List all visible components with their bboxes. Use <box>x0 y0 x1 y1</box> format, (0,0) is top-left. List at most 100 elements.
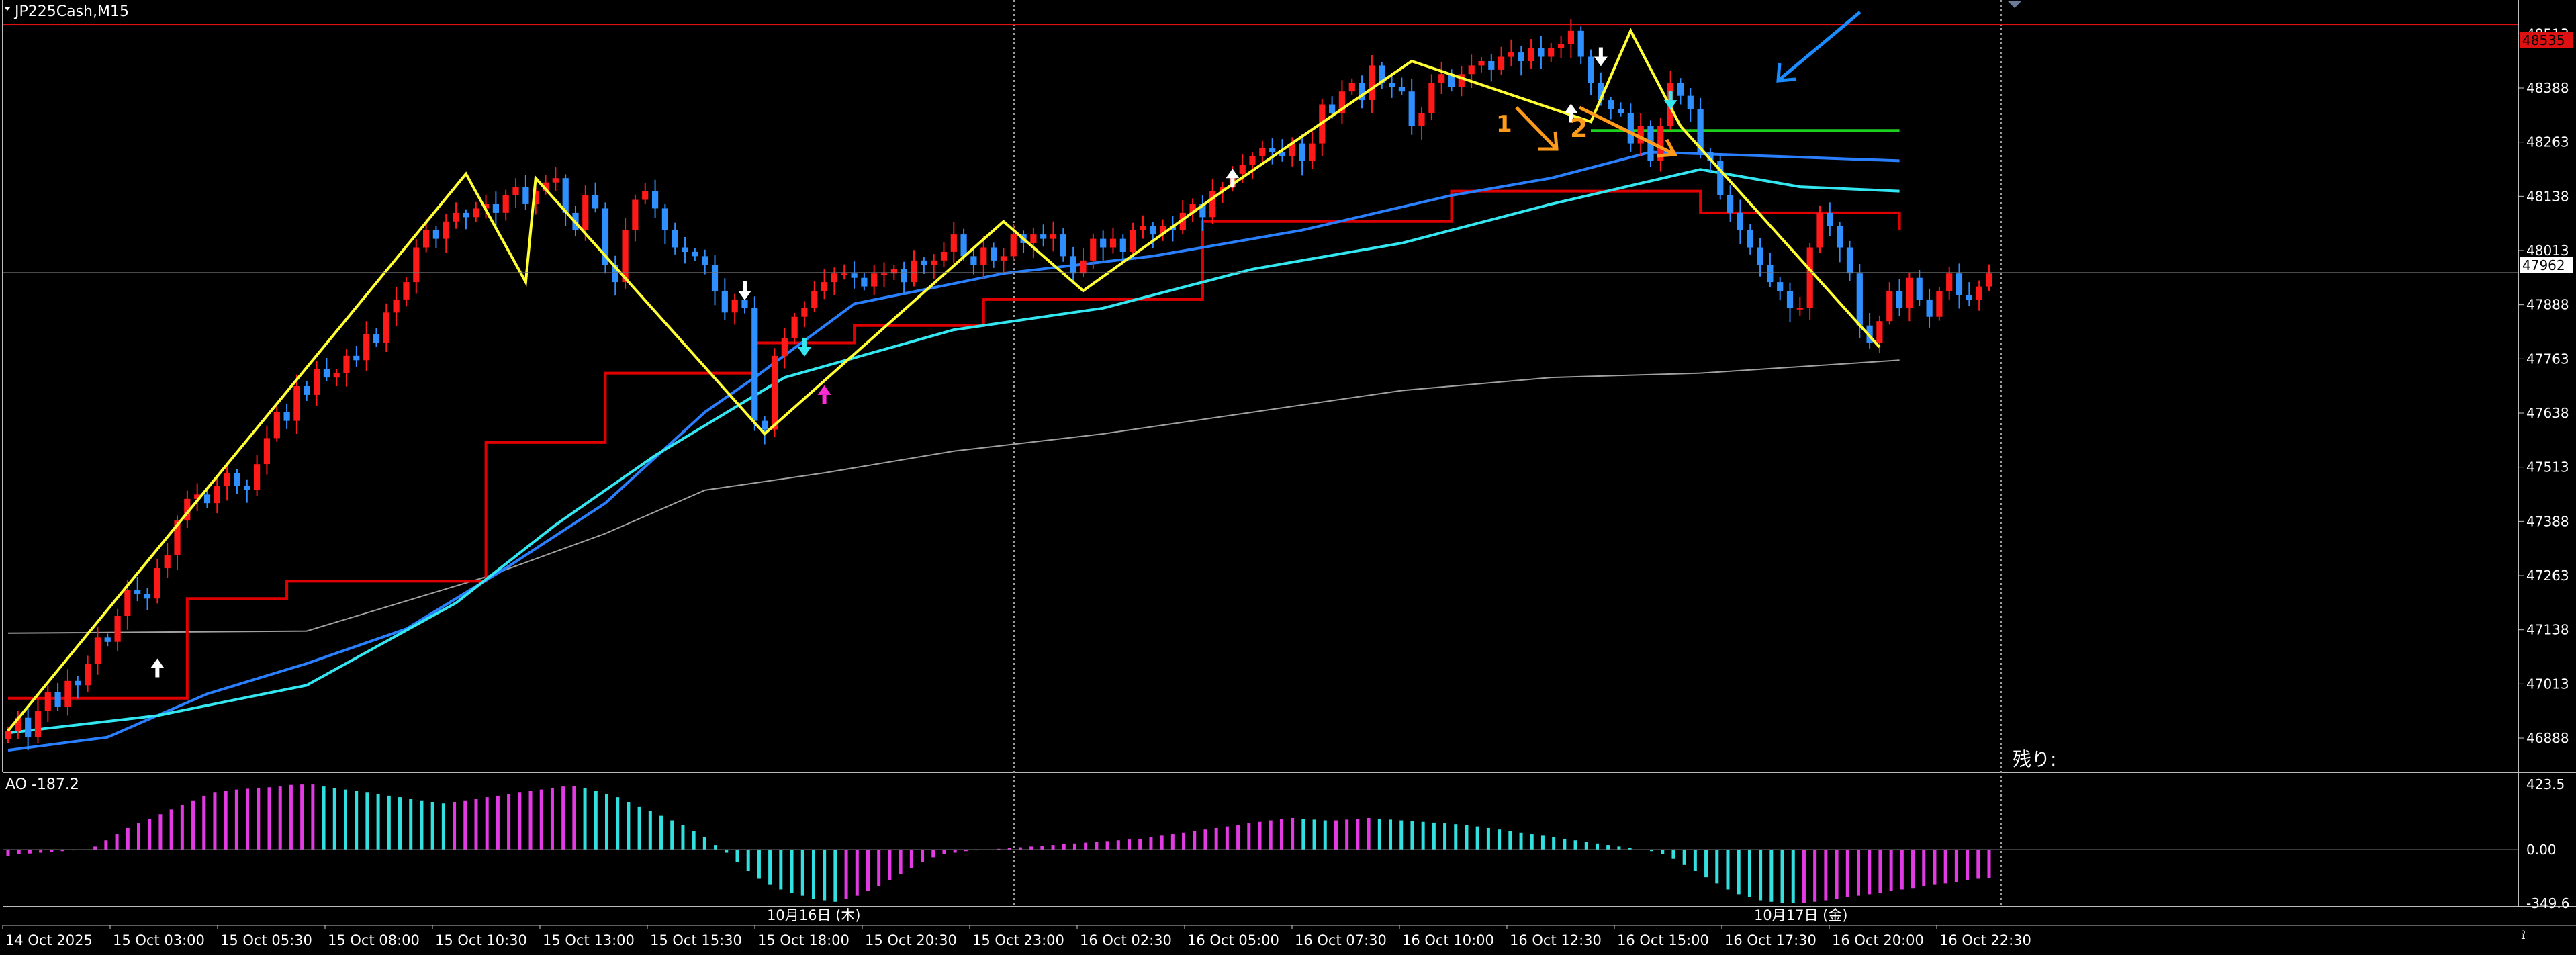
candle-body <box>861 277 868 287</box>
candle-body <box>1976 286 1982 300</box>
signal-arrow-down-icon <box>1663 91 1677 110</box>
ao-tick-label: 423.5 <box>2526 776 2565 792</box>
candle-body <box>1717 161 1724 195</box>
top-price-tag <box>2520 32 2573 48</box>
remaining-time-label: 残り: <box>2013 748 2056 770</box>
candle-body <box>880 273 888 275</box>
candle-body <box>1458 74 1465 87</box>
signal-arrow-up-icon <box>1564 103 1578 123</box>
candle-body <box>244 486 250 490</box>
arrow-head <box>797 347 811 357</box>
candle-body <box>841 273 847 275</box>
candle-body <box>1408 91 1415 126</box>
time-tick-label: 16 Oct 12:30 <box>1510 932 1602 948</box>
candle-body <box>1239 165 1246 174</box>
candle-body <box>25 717 32 737</box>
annotation-arrow-1 <box>1515 106 1559 151</box>
candle-body <box>1747 230 1753 248</box>
candle-body <box>931 260 937 265</box>
candle-body <box>1737 212 1743 230</box>
candle-body <box>1757 247 1763 265</box>
candle-body <box>622 230 629 283</box>
candle-body <box>1348 83 1355 92</box>
candle-body <box>731 299 738 313</box>
candle-body <box>1966 295 1972 300</box>
candle-body <box>991 247 997 261</box>
symbol-title[interactable]: JP225Cash,M15 <box>4 3 129 20</box>
candle-body <box>403 282 410 300</box>
arrow-head <box>1594 56 1608 66</box>
candle-body <box>1936 291 1943 317</box>
candle-body <box>851 273 858 278</box>
candle-body <box>1160 226 1166 235</box>
price-tick-label: 48263 <box>2526 134 2569 150</box>
price-tick-label: 48388 <box>2526 80 2569 96</box>
candle-body <box>413 247 420 283</box>
candle-body <box>1697 109 1704 152</box>
ao-tick-label: -349.6 <box>2526 895 2569 911</box>
candle-body <box>254 464 261 490</box>
candle-body <box>502 195 509 213</box>
candle-body <box>911 260 917 283</box>
chart-shift-marker-icon[interactable] <box>2008 1 2021 8</box>
current-price-tag-text: 47962 <box>2522 257 2565 273</box>
candle-body <box>1518 52 1524 61</box>
time-tick-label: 16 Oct 07:30 <box>1295 932 1387 948</box>
candle-body <box>1707 152 1714 161</box>
candle-body <box>1777 282 1784 291</box>
symbol-label: JP225Cash,M15 <box>13 3 129 20</box>
scale-fix-icon[interactable]: ⟟ <box>2521 928 2526 942</box>
arrow-shaft <box>155 668 160 678</box>
candle-body <box>632 199 639 230</box>
candle-body <box>1627 113 1634 144</box>
candle-body <box>1338 91 1345 113</box>
candle-body <box>1219 187 1226 191</box>
price-tick-label: 48013 <box>2526 242 2569 259</box>
candle-body <box>542 182 549 191</box>
time-tick-label: 15 Oct 05:30 <box>220 932 312 948</box>
candle-body <box>373 334 380 343</box>
candle-body <box>1179 212 1186 230</box>
candle-body <box>1916 277 1923 300</box>
candle-body <box>1389 83 1395 87</box>
time-tick-label: 15 Oct 10:30 <box>435 932 527 948</box>
candle-body <box>512 187 519 195</box>
candle-body <box>751 308 758 421</box>
time-axis[interactable]: 14 Oct 2025 15 Oct 03:00 15 Oct 05:30 15 Oc… <box>2 925 2031 948</box>
candle-body <box>1886 291 1893 322</box>
candle-body <box>1478 61 1485 66</box>
candle-body <box>1767 265 1774 283</box>
candle-body <box>901 269 907 283</box>
candle-body <box>811 291 818 308</box>
price-panel[interactable] <box>2 0 2576 926</box>
arrow-shaft <box>1569 113 1573 123</box>
ao-tick-label: 0.00 <box>2526 842 2557 858</box>
candle-body <box>970 256 977 265</box>
candle-body <box>134 590 141 594</box>
candle-body <box>75 680 81 686</box>
candle-body <box>1150 226 1156 235</box>
candle-body <box>1070 256 1076 274</box>
candle-body <box>642 191 649 200</box>
signal-arrow-down-icon <box>1594 47 1608 66</box>
candle-body <box>1189 204 1196 213</box>
candle-body <box>1100 238 1107 248</box>
price-axis[interactable]: 4851348388482634813848013478884776347638… <box>2518 26 2569 746</box>
candle-body <box>353 355 360 361</box>
candle-body <box>1956 273 1963 295</box>
candle-body <box>1598 83 1604 101</box>
symbol-menu-icon[interactable] <box>4 7 11 11</box>
candle-body <box>1896 291 1903 308</box>
candle-body <box>1677 83 1684 96</box>
candle-body <box>921 260 927 265</box>
candle-body <box>154 568 160 599</box>
arrow-head <box>817 385 831 395</box>
candle-body <box>483 204 490 209</box>
time-tick-label: 15 Oct 03:00 <box>113 932 205 948</box>
candle-body <box>1567 30 1574 44</box>
cyan-line <box>7 168 1900 735</box>
candle-body <box>363 334 370 361</box>
candle-body <box>980 247 987 265</box>
candle-body <box>15 717 21 731</box>
